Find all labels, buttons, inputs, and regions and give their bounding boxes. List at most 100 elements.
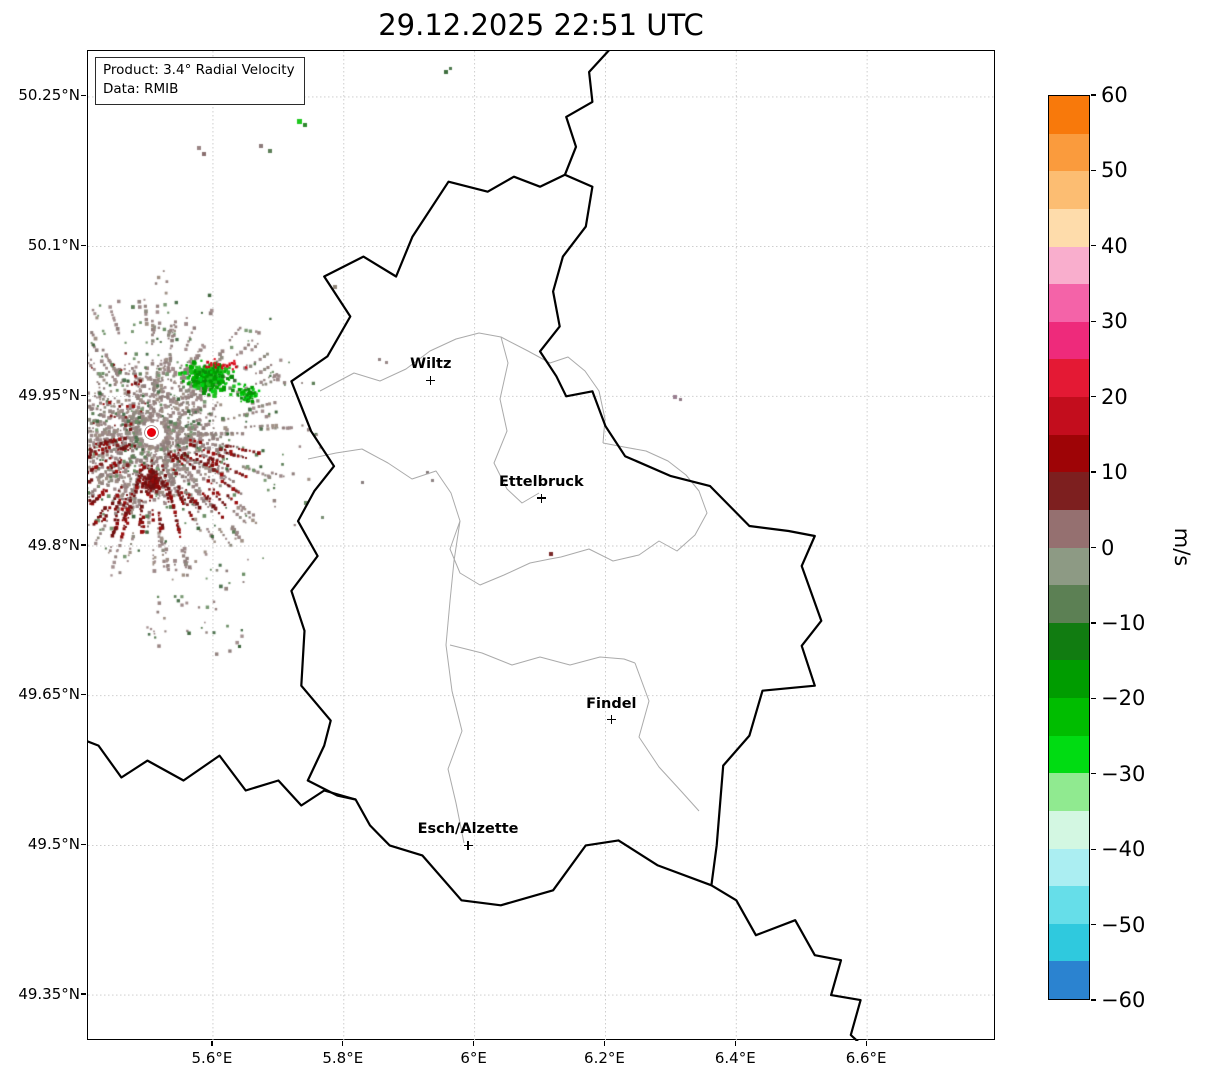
y-axis-tick-mark: [81, 394, 86, 396]
border-extension-southeast: [710, 884, 862, 1041]
y-axis-tick-mark: [81, 95, 86, 97]
x-axis-tick-mark: [342, 1041, 344, 1046]
colorbar-segment: [1049, 359, 1089, 397]
colorbar-tick-mark: [1091, 94, 1096, 96]
colorbar-tick-label: 40: [1101, 233, 1128, 258]
colorbar-segment: [1049, 547, 1089, 586]
colorbar-tick-mark: [1091, 396, 1096, 398]
colorbar: [1048, 95, 1090, 1000]
colorbar-tick-mark: [1091, 169, 1096, 171]
border-extension-north: [563, 51, 610, 176]
colorbar-tick-mark: [1091, 999, 1096, 1001]
city-label: Findel: [586, 695, 637, 712]
colorbar-tick-label: −10: [1101, 610, 1146, 635]
colorbar-segment: [1049, 961, 1089, 999]
district-boundary: [307, 448, 562, 586]
colorbar-segment: [1049, 96, 1089, 134]
y-axis-tick-label: 49.5°N: [27, 834, 80, 853]
y-axis-tick-label: 49.65°N: [18, 685, 80, 704]
y-axis-tick-mark: [81, 544, 86, 546]
x-axis-tick-mark: [473, 1041, 475, 1046]
y-axis-tick-label: 49.8°N: [27, 535, 80, 554]
colorbar-colors: [1049, 96, 1089, 999]
colorbar-tick-label: 20: [1101, 384, 1128, 409]
colorbar-segment: [1049, 246, 1089, 285]
y-axis-tick-mark: [81, 245, 86, 247]
colorbar-tick-label: −40: [1101, 837, 1146, 862]
colorbar-tick-mark: [1091, 622, 1096, 624]
y-axis-tick-label: 50.25°N: [18, 86, 80, 105]
x-axis-tick-label: 6°E: [460, 1049, 487, 1067]
product-info-box: Product: 3.4° Radial Velocity Data: RMIB: [95, 57, 305, 105]
data-source-line: Data: RMIB: [103, 80, 179, 97]
colorbar-segment: [1049, 397, 1089, 435]
map-plot-area: Product: 3.4° Radial Velocity Data: RMIB…: [87, 50, 996, 1041]
y-axis-tick-label: 49.95°N: [18, 385, 80, 404]
colorbar-segment: [1049, 698, 1089, 736]
y-axis-tick-mark: [81, 843, 86, 845]
x-axis-tick-label: 5.6°E: [191, 1049, 233, 1067]
colorbar-segment: [1049, 773, 1089, 811]
colorbar-segment: [1049, 886, 1089, 924]
x-axis-tick-mark: [211, 1041, 213, 1046]
map-borders-layer: [88, 51, 862, 1041]
colorbar-tick-mark: [1091, 697, 1096, 699]
colorbar-segment: [1049, 133, 1089, 172]
district-boundary: [449, 644, 636, 666]
colorbar-segment: [1049, 810, 1089, 849]
colorbar-tick-label: 10: [1101, 460, 1128, 485]
city-plus-icon: [610, 715, 613, 725]
x-axis-tick-label: 6.2°E: [584, 1049, 625, 1067]
colorbar-segment: [1049, 284, 1089, 322]
district-boundary: [560, 442, 708, 562]
city-plus-icon: [467, 840, 469, 850]
colorbar-tick-mark: [1091, 546, 1096, 549]
colorbar-tick-label: 0: [1101, 535, 1115, 560]
y-axis-tick-label: 49.35°N: [18, 984, 80, 1003]
x-axis-tick-label: 5.8°E: [322, 1049, 364, 1067]
colorbar-segment: [1049, 660, 1089, 698]
colorbar-tick-label: −50: [1101, 912, 1146, 937]
city-plus-icon: [540, 493, 543, 503]
country-border-luxembourg: [290, 173, 823, 907]
radar-echo-canvas: [88, 51, 996, 1041]
colorbar-unit-label: m/s: [1170, 527, 1194, 567]
colorbar-tick-mark: [1091, 848, 1096, 850]
colorbar-segment: [1049, 321, 1089, 360]
colorbar-tick-mark: [1091, 320, 1096, 322]
y-axis-tick-mark: [81, 694, 86, 696]
colorbar-tick-mark: [1091, 923, 1096, 926]
colorbar-segment: [1049, 171, 1089, 209]
x-axis-tick-label: 6.6°E: [845, 1049, 887, 1067]
colorbar-tick-mark: [1091, 471, 1096, 473]
y-axis-tick-mark: [81, 993, 86, 995]
district-boundary: [500, 336, 606, 444]
city-label: Ettelbruck: [499, 474, 584, 491]
colorbar-segment: [1049, 622, 1089, 661]
border-extension-southwest: [88, 740, 356, 807]
colorbar-tick-label: 60: [1101, 83, 1128, 107]
colorbar-segment: [1049, 585, 1089, 623]
colorbar-tick-label: −20: [1101, 686, 1146, 711]
colorbar-segment: [1049, 509, 1089, 548]
colorbar-tick-mark: [1091, 245, 1096, 247]
city-label: Wiltz: [410, 356, 452, 373]
colorbar-tick-label: −30: [1101, 761, 1146, 786]
colorbar-segment: [1049, 923, 1089, 962]
x-axis-tick-mark: [603, 1041, 606, 1046]
y-axis-tick-label: 50.1°N: [27, 236, 80, 255]
x-axis-tick-mark: [734, 1041, 736, 1046]
colorbar-tick-label: 30: [1101, 309, 1128, 334]
district-boundary: [634, 662, 700, 812]
x-axis-tick-label: 6.4°E: [714, 1049, 756, 1067]
colorbar-segment: [1049, 848, 1089, 887]
district-boundary: [445, 520, 465, 844]
colorbar-segment: [1049, 472, 1089, 510]
city-label: Esch/Alzette: [417, 821, 519, 838]
x-axis-tick-mark: [865, 1041, 867, 1046]
colorbar-segment: [1049, 208, 1089, 247]
product-line: Product: 3.4° Radial Velocity: [103, 62, 295, 78]
colorbar-segment: [1049, 735, 1089, 774]
city-plus-icon: [430, 375, 432, 385]
